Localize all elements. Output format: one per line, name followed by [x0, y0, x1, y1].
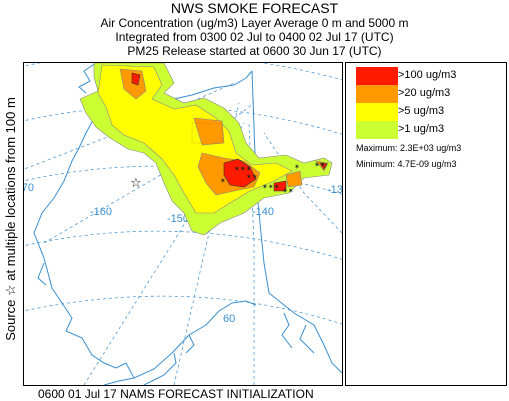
legend-swatch-orange	[356, 85, 398, 103]
legend-maximum: Maximum: 2.3E+03 ug/m3	[356, 143, 462, 153]
svg-text:✶✶: ✶✶	[246, 173, 258, 181]
lon-label-170: -170	[24, 182, 34, 194]
source-side-label-text: Source ☆ at multiple locations from 100 …	[3, 97, 18, 341]
legend-swatch-lime	[356, 121, 398, 139]
lon-label-130: -130	[327, 184, 342, 196]
svg-text:✶: ✶	[220, 177, 226, 185]
lon-label-140: -140	[252, 206, 274, 218]
map-svg: -170 -160 -150 -140 -130 60	[24, 63, 342, 385]
legend-minimum: Minimum: 4.7E-09 ug/m3	[356, 159, 457, 169]
integration-period: Integrated from 0300 02 Jul to 0400 02 J…	[115, 30, 394, 44]
legend-label-gt100: >100 ug/m3	[398, 69, 457, 81]
legend-panel: >100 ug/m3 >20 ug/m3 >5 ug/m3 >1 ug/m3 M…	[345, 62, 507, 386]
smoke-map: -170 -160 -150 -140 -130 60	[23, 62, 343, 386]
legend-item-gt1: >1 ug/m3	[356, 121, 501, 139]
lon-label-150: -150	[167, 213, 189, 225]
svg-text:✶✶: ✶✶	[314, 161, 326, 169]
source-markers: ✶✶✶ ✶✶ ✶✶✶ ✶✶ ✶ ✶✶ ✶	[220, 161, 326, 195]
plume-gt100	[131, 72, 328, 192]
svg-text:✶✶✶: ✶✶✶	[234, 165, 252, 173]
source-star-icon: ☆	[130, 175, 142, 190]
legend-label-gt1: >1 ug/m3	[398, 123, 445, 135]
svg-text:✶✶: ✶✶	[282, 187, 294, 195]
legend-item-gt5: >5 ug/m3	[356, 103, 501, 121]
forecast-initialization: 0600 01 Jul 17 NAMS FORECAST INITIALIZAT…	[38, 387, 314, 401]
smoke-plume	[79, 63, 333, 236]
legend-item-gt20: >20 ug/m3	[356, 85, 501, 103]
lon-label-160: -160	[90, 206, 112, 218]
release-info: PM25 Release started at 0600 30 Jun 17 (…	[127, 44, 382, 58]
legend-item-gt100: >100 ug/m3	[356, 67, 501, 85]
svg-text:✶: ✶	[294, 163, 300, 171]
legend-label-gt20: >20 ug/m3	[398, 87, 451, 99]
forecast-title: NWS SMOKE FORECAST	[170, 0, 339, 16]
hatched-region	[191, 122, 223, 144]
legend-swatch-red	[356, 67, 398, 85]
lat-label-60: 60	[223, 313, 235, 325]
legend-swatch-yellow	[356, 103, 398, 121]
legend-label-gt5: >5 ug/m3	[398, 105, 445, 117]
svg-text:✶✶✶: ✶✶✶	[262, 183, 280, 191]
concentration-subtitle: Air Concentration (ug/m3) Layer Average …	[100, 16, 409, 30]
latitude-grid	[24, 63, 342, 325]
